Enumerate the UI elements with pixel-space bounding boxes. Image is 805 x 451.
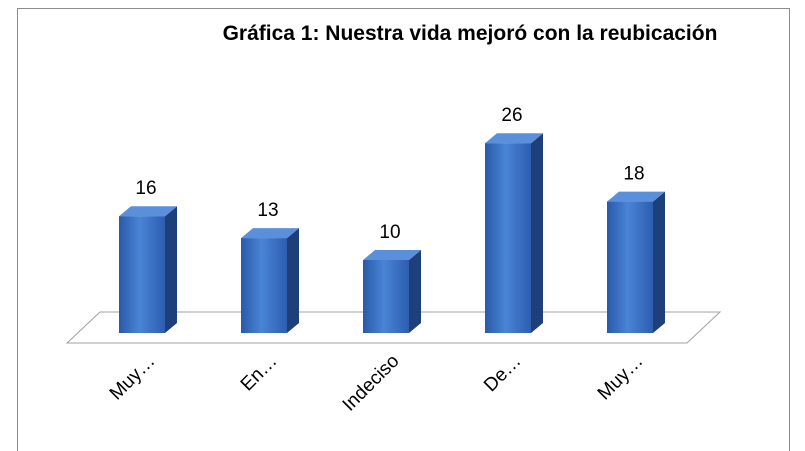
bar (363, 250, 421, 333)
data-label: 13 (257, 200, 278, 221)
bar-front (485, 143, 531, 333)
bar-top (119, 206, 177, 217)
data-label: 16 (135, 178, 156, 199)
chart-title: Gráfica 1: Nuestra vida mejoró con la re… (223, 22, 718, 45)
bar-top (607, 191, 665, 202)
data-label: 10 (379, 222, 400, 243)
bar (241, 228, 299, 333)
bar-side (165, 206, 177, 333)
bar-front (363, 260, 409, 333)
bar-front (607, 201, 653, 333)
bar-top (485, 133, 543, 144)
bar (485, 133, 543, 333)
bar-side (287, 228, 299, 333)
data-label: 26 (501, 105, 522, 126)
bar-side (409, 250, 421, 333)
data-label: 18 (623, 164, 644, 185)
bar-top (363, 250, 421, 260)
bar-side (653, 191, 665, 333)
bar-side (531, 133, 543, 333)
bar-front (241, 238, 287, 333)
bar (119, 206, 177, 333)
bar (607, 191, 665, 333)
bar-front (119, 216, 165, 333)
bar-top (241, 228, 299, 239)
